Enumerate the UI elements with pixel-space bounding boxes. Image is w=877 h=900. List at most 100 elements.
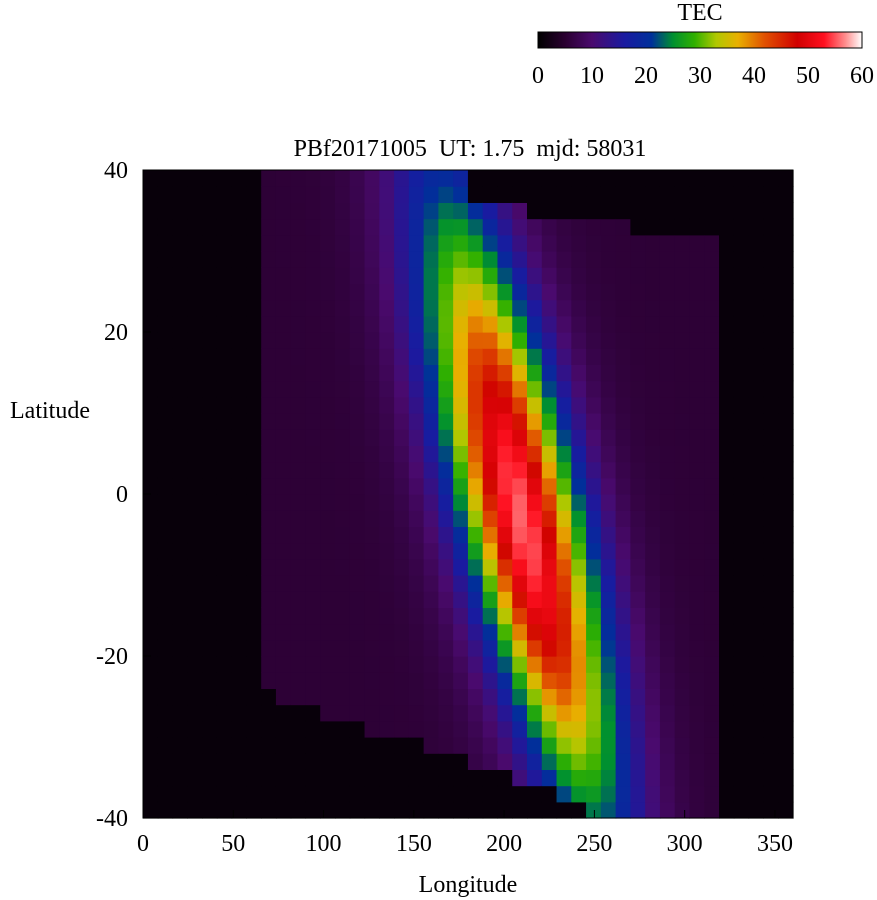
heatmap-cell xyxy=(689,364,705,382)
heatmap-cell xyxy=(778,283,794,301)
heatmap-cell xyxy=(275,558,292,576)
heatmap-cell xyxy=(261,251,277,268)
colorbar-tick-label: 30 xyxy=(688,63,712,89)
heatmap-cell xyxy=(645,202,661,220)
heatmap-cell xyxy=(600,720,617,738)
heatmap-cell xyxy=(674,623,691,641)
heatmap-cell xyxy=(645,283,661,301)
heatmap-cell xyxy=(615,672,631,689)
heatmap-cell xyxy=(275,769,292,787)
heatmap-cell xyxy=(335,769,351,787)
heatmap-cell xyxy=(586,299,602,317)
heatmap-cell xyxy=(423,656,439,673)
heatmap-cell xyxy=(733,672,750,689)
heatmap-cell xyxy=(748,591,764,608)
heatmap-cell xyxy=(719,704,735,722)
heatmap-cell xyxy=(482,639,499,657)
heatmap-cell xyxy=(423,364,439,382)
heatmap-cell xyxy=(467,445,484,463)
heatmap-cell xyxy=(467,494,484,511)
heatmap-cell xyxy=(408,170,425,187)
heatmap-cell xyxy=(231,737,247,754)
heatmap-cell xyxy=(763,785,779,803)
heatmap-cell xyxy=(320,218,336,236)
heatmap-cell xyxy=(172,234,188,252)
heatmap-cell xyxy=(172,494,188,511)
heatmap-cell xyxy=(349,315,366,333)
heatmap-cell xyxy=(704,720,720,738)
heatmap-cell xyxy=(157,202,174,220)
heatmap-cell xyxy=(497,429,513,446)
heatmap-cell xyxy=(556,461,572,479)
heatmap-cell xyxy=(423,299,439,317)
heatmap-cell xyxy=(615,218,631,236)
heatmap-cell xyxy=(630,769,646,787)
heatmap-cell xyxy=(586,704,602,722)
heatmap-cell xyxy=(527,267,543,284)
heatmap-cell xyxy=(748,348,764,365)
heatmap-cell xyxy=(512,234,528,252)
x-axis-label: Longitude xyxy=(419,872,518,898)
heatmap-cell xyxy=(379,299,395,317)
colorbar-gradient xyxy=(537,31,863,49)
heatmap-cell xyxy=(630,170,646,187)
heatmap-cell xyxy=(763,575,779,592)
heatmap-cell xyxy=(349,510,366,527)
heatmap-cell xyxy=(541,477,558,495)
heatmap-cell xyxy=(527,688,543,706)
heatmap-cell xyxy=(527,202,543,220)
heatmap-cell xyxy=(615,769,631,787)
heatmap-cell xyxy=(143,494,159,511)
heatmap-cell xyxy=(157,429,174,446)
heatmap-cell xyxy=(571,526,587,544)
heatmap-cell xyxy=(187,170,203,187)
heatmap-cell xyxy=(216,720,233,738)
heatmap-cell xyxy=(231,688,247,706)
heatmap-cell xyxy=(157,218,174,236)
heatmap-cell xyxy=(674,542,691,560)
heatmap-cell xyxy=(335,688,351,706)
heatmap-cell xyxy=(364,251,380,268)
heatmap-cell xyxy=(335,315,351,333)
heatmap-cell xyxy=(423,283,439,301)
heatmap-cell xyxy=(719,283,735,301)
heatmap-cell xyxy=(467,170,484,187)
heatmap-cell xyxy=(216,315,233,333)
heatmap-cell xyxy=(335,526,351,544)
heatmap-cell xyxy=(290,413,307,430)
heatmap-cell xyxy=(423,218,439,236)
heatmap-cell xyxy=(512,364,528,382)
heatmap-cell xyxy=(778,202,794,220)
heatmap-cell xyxy=(349,769,366,787)
heatmap-cell xyxy=(733,769,750,787)
heatmap-cell xyxy=(305,218,321,236)
heatmap-cell xyxy=(438,461,454,479)
heatmap-cell xyxy=(659,461,676,479)
heatmap-cell xyxy=(674,413,691,430)
heatmap-cell xyxy=(246,461,262,479)
heatmap-cell xyxy=(349,299,366,317)
heatmap-cell xyxy=(438,510,454,527)
heatmap-cell xyxy=(364,607,380,625)
heatmap-cell xyxy=(571,348,587,365)
heatmap-cell xyxy=(748,218,764,236)
heatmap-cell xyxy=(719,186,735,203)
heatmap-cell xyxy=(719,202,735,220)
heatmap-cell xyxy=(394,623,410,641)
heatmap-cell xyxy=(586,170,602,187)
heatmap-cell xyxy=(335,575,351,592)
heatmap-cell xyxy=(187,575,203,592)
heatmap-cell xyxy=(394,753,410,770)
heatmap-cell xyxy=(290,170,307,187)
heatmap-cell xyxy=(246,591,262,608)
heatmap-cell xyxy=(674,801,691,819)
heatmap-cell xyxy=(320,494,336,511)
heatmap-cell xyxy=(157,688,174,706)
heatmap-cell xyxy=(335,785,351,803)
heatmap-cell xyxy=(408,348,425,365)
heatmap-cell xyxy=(379,558,395,576)
heatmap-cell xyxy=(512,801,528,819)
heatmap-cell xyxy=(335,704,351,722)
heatmap-cell xyxy=(556,639,572,657)
heatmap-cell xyxy=(349,753,366,770)
